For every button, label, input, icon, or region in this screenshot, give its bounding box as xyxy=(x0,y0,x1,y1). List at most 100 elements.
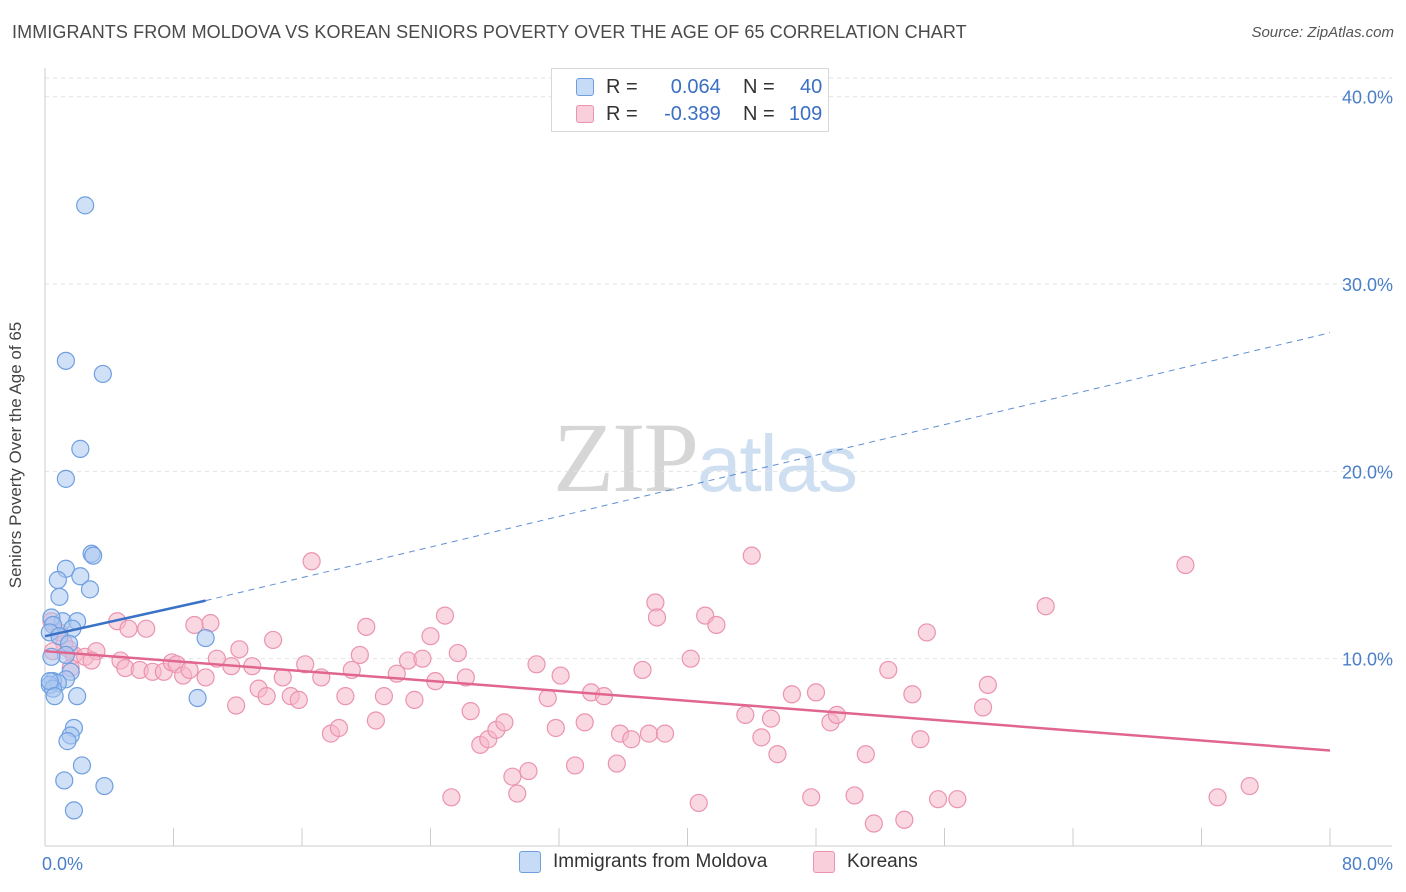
r-value: 0.064 xyxy=(670,75,721,98)
stats-row-koreans: R = -0.389 N = 109 xyxy=(576,101,822,127)
y-tick-label: 20.0% xyxy=(1342,462,1393,482)
koreans-point xyxy=(575,713,594,732)
koreans-point xyxy=(503,767,522,786)
koreans-point xyxy=(689,793,708,813)
koreans-point xyxy=(768,745,787,764)
koreans-point xyxy=(336,687,355,706)
koreans-point xyxy=(633,660,652,680)
koreans-point xyxy=(527,655,546,674)
trend-lines xyxy=(44,332,1331,752)
n-value: 109 xyxy=(788,102,823,125)
koreans-point xyxy=(1208,788,1227,807)
r-label: R = xyxy=(606,102,638,125)
moldova-point xyxy=(80,580,100,599)
tick-labels: 10.0% 20.0% 30.0% 40.0% 0.0% 80.0% xyxy=(42,88,1393,874)
koreans-point xyxy=(827,705,846,724)
koreans-point xyxy=(329,718,349,738)
koreans-point xyxy=(879,660,898,680)
koreans-point xyxy=(948,790,967,809)
source-label: Source: ZipAtlas.com xyxy=(1251,24,1394,41)
koreans-point xyxy=(185,615,204,635)
koreans-point xyxy=(230,640,249,659)
koreans-point xyxy=(350,645,369,665)
koreans-point xyxy=(366,711,385,730)
y-axis-label: Seniors Poverty Over the Age of 65 xyxy=(6,321,25,589)
koreans-point xyxy=(655,724,675,743)
koreans-point xyxy=(639,724,659,743)
koreans-point xyxy=(1176,555,1195,575)
koreans-point xyxy=(119,619,138,638)
chart-title: IMMIGRANTS FROM MOLDOVA VS KOREAN SENIOR… xyxy=(12,22,967,42)
koreans-point xyxy=(782,685,802,704)
koreans-point xyxy=(607,754,626,773)
koreans-point xyxy=(302,552,321,571)
koreans-point xyxy=(845,786,864,805)
axes xyxy=(44,68,1392,847)
koreans-swatch xyxy=(576,105,594,123)
koreans-point xyxy=(519,761,538,781)
moldova-point xyxy=(55,771,74,790)
x-tick-label: 80.0% xyxy=(1342,854,1393,874)
moldova-point xyxy=(40,672,59,691)
koreans-point xyxy=(903,685,922,704)
koreans-point xyxy=(538,688,557,708)
koreans-point xyxy=(448,643,467,663)
koreans-point xyxy=(1036,597,1055,616)
koreans-point xyxy=(928,790,948,809)
n-value: 40 xyxy=(800,75,823,98)
x-tick-label: 0.0% xyxy=(42,854,83,874)
koreans-point xyxy=(646,593,665,612)
koreans-point xyxy=(357,617,376,636)
legend-label-koreans: Koreans xyxy=(847,851,918,872)
legend-label-moldova: Immigrants from Moldova xyxy=(553,851,768,872)
koreans-point xyxy=(442,788,461,807)
koreans-point xyxy=(456,668,475,687)
koreans-point xyxy=(736,705,755,724)
koreans-point xyxy=(761,709,781,728)
watermark-zip: ZIP xyxy=(553,402,699,513)
moldova-point xyxy=(56,469,75,488)
r-value: -0.389 xyxy=(664,102,721,125)
koreans-point xyxy=(257,687,276,706)
koreans-legend-swatch xyxy=(813,851,835,873)
koreans-point xyxy=(551,666,570,685)
koreans-point xyxy=(917,623,936,642)
koreans-point xyxy=(273,668,292,687)
moldova-point xyxy=(196,628,215,648)
koreans-point xyxy=(196,668,215,687)
koreans-point xyxy=(742,546,761,565)
koreans-point xyxy=(421,627,440,646)
koreans-point xyxy=(565,756,585,775)
stats-legend: R = 0.064 N = 40 R = -0.389 N = 109 xyxy=(551,68,829,132)
koreans-point xyxy=(296,655,315,674)
koreans-point xyxy=(227,696,246,715)
y-tick-label: 40.0% xyxy=(1342,88,1393,108)
koreans-point xyxy=(856,745,875,764)
koreans-point xyxy=(413,649,432,668)
koreans-point xyxy=(201,613,220,633)
moldova-point xyxy=(45,687,64,706)
moldova-point xyxy=(95,776,114,796)
moldova-point xyxy=(58,732,77,751)
koreans-point xyxy=(263,630,283,650)
koreans-trend-line xyxy=(44,649,1331,752)
koreans-point xyxy=(647,608,667,627)
moldova-point xyxy=(93,364,112,384)
moldova-legend-swatch xyxy=(519,851,541,873)
moldova-point xyxy=(72,756,92,775)
moldova-point xyxy=(188,688,207,708)
moldova-point xyxy=(76,196,95,215)
n-label: N = xyxy=(743,102,775,125)
y-tick-label: 30.0% xyxy=(1342,275,1393,295)
legend-item-moldova: Immigrants from Moldova xyxy=(519,851,767,873)
n-label: N = xyxy=(743,75,775,98)
stats-row-moldova: R = 0.064 N = 40 xyxy=(576,74,822,100)
moldova-point xyxy=(48,570,67,590)
moldova-point xyxy=(56,351,75,370)
y-tick-label: 10.0% xyxy=(1342,650,1393,670)
series-legend: Immigrants from Moldova Koreans xyxy=(0,851,1406,877)
koreans-point xyxy=(622,730,641,749)
koreans-point xyxy=(911,730,930,749)
koreans-point xyxy=(1240,776,1259,796)
moldova-point xyxy=(71,439,90,458)
